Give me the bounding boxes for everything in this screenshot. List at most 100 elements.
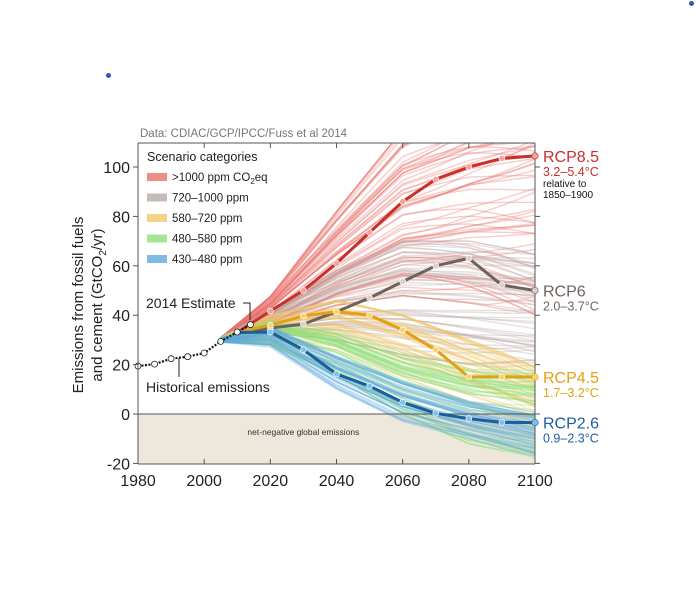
rcp-line-rcp45 [236, 310, 535, 379]
ensemble-line [220, 143, 411, 339]
ensemble-line [220, 335, 535, 417]
rcp-point [432, 262, 440, 270]
annotation-historical: Historical emissions [146, 358, 270, 395]
ensemble-line [220, 273, 535, 343]
rcp-point [399, 399, 406, 406]
historical-point [233, 328, 241, 336]
ensemble-line [220, 300, 535, 372]
historical-point [200, 349, 208, 357]
ensemble-line [220, 338, 535, 442]
rcp-point [300, 346, 307, 354]
x-tick-label: 2020 [253, 473, 289, 490]
ensemble-line [220, 269, 535, 340]
ensemble-line [220, 143, 452, 339]
rcp-point [333, 370, 340, 378]
y-axis-label: Emissions from fossil fuels and cement (… [70, 217, 109, 394]
ensemble-line [220, 338, 535, 440]
ensemble-line [220, 271, 535, 343]
ensemble-line [220, 338, 535, 440]
annotation-2014-estimate-leader [243, 302, 251, 320]
ensemble-line [220, 270, 535, 341]
ensemble-line [220, 336, 535, 437]
ensemble-line [220, 224, 535, 342]
ensemble-line [220, 292, 535, 340]
ensemble-line [220, 143, 496, 340]
ensemble-line [220, 143, 471, 340]
annotation-2014-estimate-text: 2014 Estimate [146, 295, 236, 311]
historical-point [151, 360, 158, 368]
ensemble-line [220, 255, 535, 342]
rcp-label-note: 1850–1900 [543, 190, 593, 201]
ensemble-line [220, 340, 535, 449]
ensemble-line [220, 341, 535, 448]
rcp-point [300, 320, 307, 328]
rcp-point [432, 346, 440, 354]
ensemble-line [220, 188, 535, 341]
ensemble-line [220, 314, 535, 386]
ensemble-line [220, 143, 530, 340]
blue-marker-dot-2 [689, 1, 694, 6]
y-tick-label: 0 [121, 407, 130, 424]
annotation-2014-estimate: 2014 Estimate [146, 295, 251, 320]
ensemble-line [220, 299, 535, 368]
net-negative-label: net-negative global emissions [247, 427, 359, 437]
ensemble-line [220, 300, 535, 375]
ensemble-line [220, 341, 535, 454]
rcp-point [498, 419, 506, 426]
ensemble-line [220, 336, 535, 437]
ensemble-line [220, 276, 535, 343]
ensemble-line [220, 277, 535, 340]
ensemble-line [220, 338, 535, 440]
ensemble-line [220, 299, 535, 369]
rcp-point [333, 308, 340, 316]
ensemble-group [220, 143, 535, 344]
blue-marker-dot-1 [106, 73, 111, 78]
legend: Scenario categories >1000 ppm CO2eq 720–1… [147, 150, 268, 266]
ensemble-line [220, 268, 535, 340]
ensemble-line [220, 341, 535, 454]
ensemble-line [220, 143, 468, 339]
x-tick-label: 2060 [385, 473, 421, 490]
x-tick-label: 2080 [451, 473, 487, 490]
ensemble-line [220, 157, 535, 340]
ensemble-line [220, 341, 535, 453]
ensemble-line [220, 341, 535, 447]
ensemble-line [220, 309, 535, 341]
ensemble-line [220, 281, 535, 340]
ensemble-line [220, 336, 535, 417]
rcp-end-marker [531, 419, 539, 427]
ensemble-line [220, 340, 535, 446]
ensemble-line [220, 251, 535, 343]
ensemble-line [220, 308, 535, 341]
rcp-label-temp: 2.0–3.7°C [543, 300, 599, 314]
rcp-label-name: RCP2.6 [543, 416, 599, 433]
ensemble-line [220, 174, 535, 341]
ensemble-line [220, 243, 535, 342]
ensemble-line [220, 264, 535, 339]
ensemble-line [220, 341, 535, 454]
rcp-point [465, 255, 473, 262]
x-tick-label: 1980 [120, 473, 156, 490]
ensemble-line [220, 340, 535, 450]
net-negative-region [138, 414, 535, 464]
ensemble-line [220, 240, 535, 343]
rcp-point [399, 326, 406, 334]
ensemble-line [220, 152, 535, 340]
ensemble-line [220, 299, 535, 368]
ensemble-line [220, 310, 535, 373]
rcp-label-name: RCP4.5 [543, 370, 599, 387]
rcp-end-marker [531, 373, 539, 381]
ensemble-line [220, 340, 535, 442]
legend-swatch [147, 234, 167, 243]
rcp-point [498, 373, 506, 381]
historical-point [217, 337, 225, 345]
historical-point [247, 321, 254, 328]
rcp-point [465, 163, 473, 171]
ensemble-line [220, 273, 535, 343]
rcp-label-temp: 1.7–3.2°C [543, 386, 599, 400]
ensemble-line [220, 341, 535, 458]
ensemble-line [220, 143, 393, 339]
rcp-label-note: relative to [543, 179, 587, 190]
legend-label: 430–480 ppm [172, 254, 242, 266]
